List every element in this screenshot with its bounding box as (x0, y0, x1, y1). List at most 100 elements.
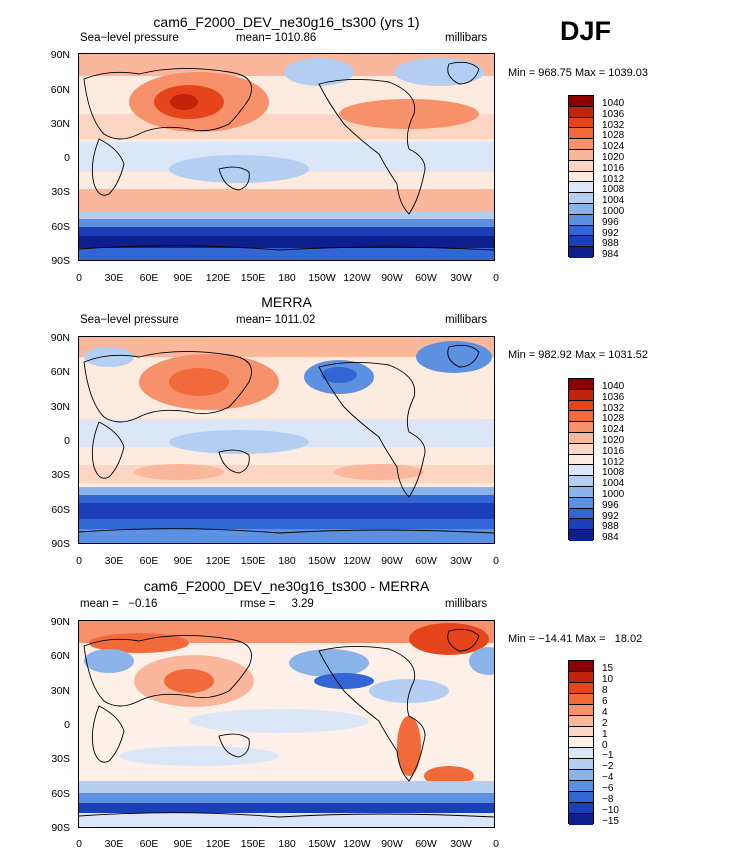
colorbar-label: 984 (602, 532, 619, 544)
panel3-lon-tick: 120W (343, 838, 371, 850)
panel3-units: millibars (445, 598, 488, 610)
colorbar-swatch (569, 737, 593, 749)
panel3-lat-tick: 60N (50, 650, 70, 662)
colorbar-swatch (569, 203, 593, 215)
panel3-title: cam6_F2000_DEV_ne30g16_ts300 - MERRA (143, 578, 430, 594)
colorbar-swatch (569, 519, 593, 531)
panel1-minmax: Min = 968.75 Max = 1039.03 (508, 67, 649, 79)
colorbar-swatch (569, 454, 593, 466)
panel1-units: millibars (445, 32, 488, 44)
colorbar-label: 2 (602, 717, 608, 729)
colorbar-label: 15 (602, 663, 614, 674)
panel2-lat-tick: 60N (50, 366, 70, 378)
panel3-map (78, 620, 495, 828)
colorbar-swatch (569, 117, 593, 129)
colorbar-swatch (569, 443, 593, 455)
colorbar-swatch (569, 389, 593, 401)
panel1-lat-tick: 30S (51, 186, 70, 198)
colorbar-swatch (569, 759, 593, 771)
colorbar-swatch (569, 508, 593, 520)
colorbar-swatch (569, 770, 593, 782)
panel1-lon-tick: 150W (308, 272, 336, 284)
colorbar-label: 1004 (602, 195, 625, 207)
colorbar-label: −4 (602, 772, 614, 784)
panel2-map (78, 336, 495, 544)
panel3-lon-tick: 120E (205, 838, 231, 850)
colorbar-label: 992 (602, 227, 619, 239)
panel1-lon-tick: 180 (278, 272, 296, 284)
colorbar-swatch (569, 128, 593, 140)
panel1-lat-tick: 0 (64, 152, 70, 164)
panel2-minmax: Min = 982.92 Max = 1031.52 (508, 349, 649, 361)
colorbar-swatch (569, 465, 593, 477)
panel3-mean: mean = −0.16 (80, 598, 158, 610)
panel2-variable: Sea−level pressure (80, 314, 179, 326)
colorbar-swatch (569, 139, 593, 150)
panel2-lat-tick: 30S (51, 469, 70, 481)
panel3-lon-tick: 90E (173, 838, 193, 850)
panel1-lon-tick: 30E (104, 272, 124, 284)
colorbar-swatch (569, 422, 593, 433)
colorbar-swatch (569, 400, 593, 412)
colorbar-swatch (569, 236, 593, 248)
panel1-lat-tick: 90N (50, 49, 70, 61)
colorbar-swatch (569, 781, 593, 793)
panel3-lon-tick: 0 (493, 838, 499, 850)
panel2-lat-tick: 60S (51, 504, 70, 516)
colorbar-label: 1040 (602, 381, 625, 392)
panel3-lon-tick: 30W (450, 838, 472, 850)
panel1-lat-tick: 60S (51, 221, 70, 233)
colorbar-swatch (569, 432, 593, 444)
panel1-variable: Sea−level pressure (80, 32, 179, 44)
panel1-colorbar (568, 95, 594, 258)
colorbar-swatch (569, 411, 593, 423)
colorbar-swatch (569, 671, 593, 683)
colorbar-label: 1008 (602, 184, 625, 196)
panel3-rmse: rmse = 3.29 (240, 598, 314, 610)
panel1-mean: mean= 1010.86 (236, 32, 317, 44)
panel1-lon-tick: 60W (415, 272, 437, 284)
panel1-lon-tick: 60E (139, 272, 159, 284)
colorbar-label: 1016 (602, 445, 625, 457)
panel2-lon-tick: 150E (240, 555, 266, 567)
colorbar-swatch (569, 704, 593, 716)
panel2-units: millibars (445, 314, 488, 326)
colorbar-label: 1032 (602, 119, 625, 131)
colorbar-swatch (569, 802, 593, 814)
panel3-lon-tick: 60E (139, 838, 159, 850)
colorbar-label: 1036 (602, 391, 625, 403)
colorbar-swatch (569, 96, 593, 107)
panel3-lon-tick: 90W (381, 838, 403, 850)
panel1-lon-tick: 120W (343, 272, 371, 284)
panel1-lon-tick: 30W (450, 272, 472, 284)
season-label: DJF (560, 16, 612, 46)
colorbar-label: 1032 (602, 402, 625, 414)
panel1-lon-tick: 120E (205, 272, 231, 284)
panel3-lon-tick: 30E (104, 838, 124, 850)
panel2-lon-tick: 150W (308, 555, 336, 567)
colorbar-label: 1000 (602, 489, 625, 500)
panel2-mean: mean= 1011.02 (236, 314, 316, 326)
colorbar-swatch (569, 693, 593, 705)
colorbar-label: −6 (602, 783, 614, 795)
panel1-lat-tick: 30N (50, 118, 70, 130)
colorbar-swatch (569, 813, 593, 825)
colorbar-label: 4 (602, 706, 608, 718)
colorbar-label: 992 (602, 510, 619, 522)
panel3-lat-tick: 60S (51, 788, 70, 800)
colorbar-label: 1020 (602, 435, 625, 446)
panel2-lat-tick: 90N (50, 332, 70, 344)
colorbar-swatch (569, 715, 593, 727)
panel2-lon-tick: 30E (104, 555, 124, 567)
colorbar-label: 1040 (602, 98, 625, 109)
colorbar-label: 1020 (602, 152, 625, 163)
colorbar-swatch (569, 486, 593, 498)
colorbar-label: 0 (602, 739, 608, 751)
colorbar-label: 984 (602, 249, 619, 261)
colorbar-swatch (569, 160, 593, 172)
colorbar-label: 996 (602, 499, 619, 511)
panel3-lon-tick: 150E (240, 838, 266, 850)
colorbar-label: 1036 (602, 108, 625, 120)
panel1-lat-tick: 60N (50, 84, 70, 96)
colorbar-label: 1028 (602, 130, 625, 142)
